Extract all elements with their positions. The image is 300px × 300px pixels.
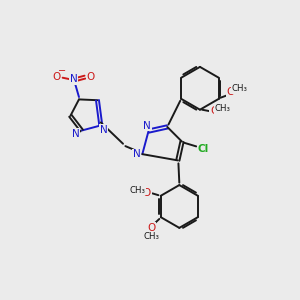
Text: CH₃: CH₃	[129, 186, 145, 195]
Text: Cl: Cl	[198, 144, 209, 154]
Text: N: N	[100, 125, 108, 135]
Text: CH₃: CH₃	[231, 84, 247, 93]
Text: N: N	[143, 121, 151, 131]
Text: N: N	[133, 149, 141, 159]
Text: O: O	[226, 88, 235, 98]
Text: N: N	[70, 74, 77, 85]
Text: CH₃: CH₃	[215, 104, 231, 113]
Text: CH₃: CH₃	[143, 232, 159, 241]
Text: N: N	[72, 128, 80, 139]
Text: O: O	[147, 223, 155, 233]
Text: O: O	[52, 72, 61, 82]
Text: −: −	[58, 66, 66, 76]
Text: O: O	[143, 188, 151, 198]
Text: O: O	[210, 106, 218, 116]
Text: O: O	[87, 71, 95, 82]
